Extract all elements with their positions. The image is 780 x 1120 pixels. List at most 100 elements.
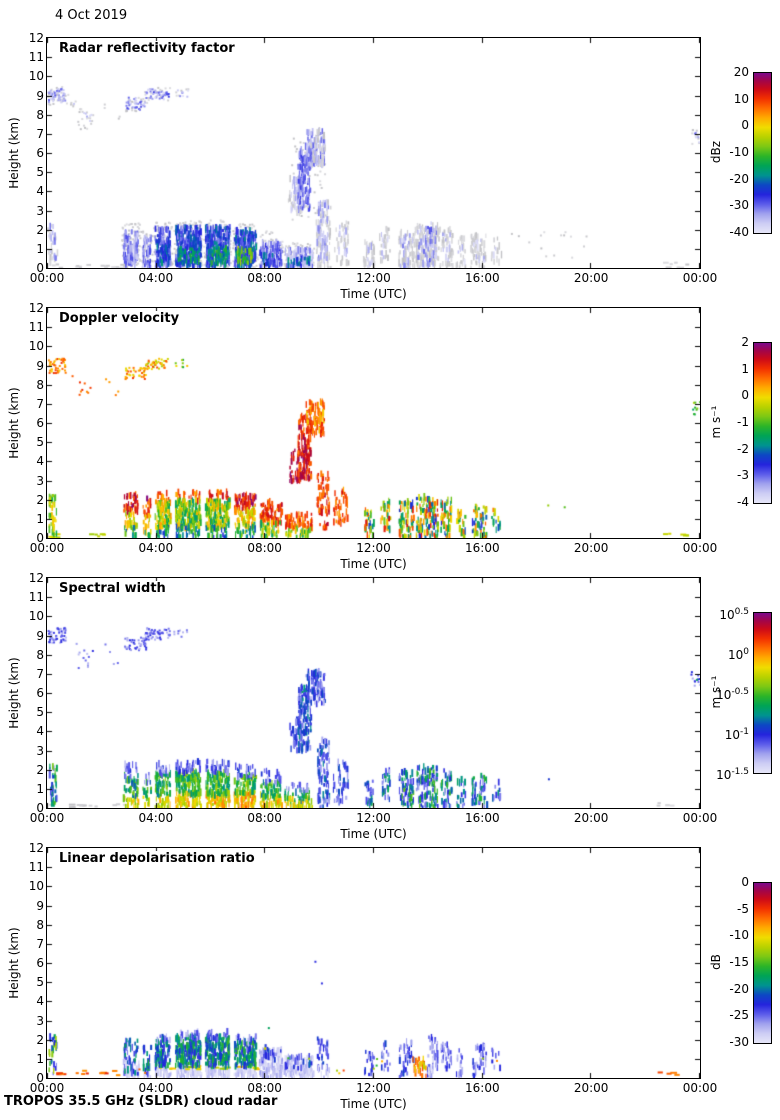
y-tick-label: 10	[28, 69, 44, 84]
y-tick-label: 11	[28, 860, 44, 875]
colorbar-gradient	[753, 612, 772, 774]
x-tick-label: 08:00	[247, 1081, 282, 1095]
reflectivity-heatmap-canvas	[47, 38, 700, 268]
ldr-heatmap-canvas	[47, 848, 700, 1078]
spectral-width-heatmap-canvas	[47, 578, 700, 808]
velocity-heatmap-canvas	[47, 308, 700, 538]
y-tick-label: 8	[36, 647, 44, 662]
y-tick-label: 1	[36, 781, 44, 796]
plot-area-velocity: Doppler velocity	[46, 307, 701, 539]
colorbar-tick-label: 20	[733, 65, 749, 79]
x-tick-label: 12:00	[356, 271, 391, 285]
y-tick-label: 4	[36, 454, 44, 469]
colorbar-tick-label: 2	[741, 335, 749, 349]
y-tick-label: 2	[36, 222, 44, 237]
y-axis-ticks: 0 1 2 3 4 5 6 7 8 9 10 11 12	[18, 841, 44, 1085]
panel-title-reflectivity: Radar reflectivity factor	[56, 41, 238, 56]
y-tick-label: 12	[28, 841, 44, 855]
x-axis-label: Time (UTC)	[340, 557, 407, 571]
colorbar-tick-label: -5	[737, 901, 749, 916]
y-tick-label: 2	[36, 1032, 44, 1047]
x-tick-label: 12:00	[356, 811, 391, 825]
y-tick-label: 4	[36, 724, 44, 739]
panel-title-spectral-width: Spectral width	[56, 581, 169, 596]
colorbar-tick-label: 0	[741, 875, 749, 889]
colorbar-gradient	[753, 882, 772, 1044]
x-tick-label: 00:00	[29, 811, 65, 825]
instrument-caption: TROPOS 35.5 GHz (SLDR) cloud radar	[4, 1094, 278, 1109]
colorbar-tick-label: -25	[729, 1008, 749, 1023]
panel-radar-reflectivity-factor: Height (km) 0 1 2 3 4 5 6 7 8 9 10 11 12 Radar refle…	[0, 31, 780, 338]
y-tick-label: 11	[28, 590, 44, 605]
panel-linear-depolarisation-ratio: Height (km) 0 1 2 3 4 5 6 7 8 9 10 11 12 Linear depo…	[0, 841, 780, 1120]
colorbar-tick-label: 10-1	[724, 727, 749, 742]
y-tick-label: 0	[36, 261, 44, 275]
date-label: 4 Oct 2019	[55, 8, 128, 23]
colorbar-tick-label: 100.5	[719, 607, 749, 622]
x-tick-label: 00:00	[29, 271, 65, 285]
colorbar-tick-label: -10	[729, 928, 749, 943]
colorbar-tick-label: -1	[737, 415, 749, 429]
x-tick-label: 00:00	[29, 541, 65, 555]
x-tick-label: 12:00	[356, 1081, 391, 1095]
colorbar-tick-label: -40	[729, 225, 749, 239]
y-tick-label: 9	[36, 628, 44, 643]
y-tick-label: 6	[36, 146, 44, 160]
colorbar-tick-label: -30	[729, 1035, 749, 1049]
colorbar-tick-label: -10	[729, 145, 749, 159]
y-tick-label: 5	[36, 705, 44, 720]
y-tick-label: 2	[36, 762, 44, 777]
colorbar-spectral-width: m s⁻¹ 100.5 100 10-0.5 10-1 10-1.5	[700, 607, 776, 782]
y-tick-label: 7	[36, 666, 44, 681]
y-tick-label: 12	[28, 31, 44, 45]
colorbar-tick-label: 10-1.5	[716, 767, 749, 782]
x-axis-ticks: 00:00 04:00 08:00 12:00 16:00 20:00 00:00	[30, 1081, 718, 1095]
y-axis-ticks: 0 1 2 3 4 5 6 7 8 9 10 11 12	[18, 301, 44, 545]
y-tick-label: 0	[36, 801, 44, 815]
y-tick-label: 0	[36, 1071, 44, 1085]
y-axis-ticks: 0 1 2 3 4 5 6 7 8 9 10 11 12	[18, 571, 44, 815]
y-tick-label: 11	[28, 50, 44, 65]
x-axis-label: Time (UTC)	[340, 287, 407, 301]
x-tick-label: 16:00	[465, 1081, 500, 1095]
y-tick-label: 8	[36, 377, 44, 392]
panel-title-velocity: Doppler velocity	[56, 311, 183, 326]
colorbar-tick-label: 10-0.5	[716, 687, 749, 702]
y-tick-label: 10	[28, 879, 44, 894]
y-tick-label: 7	[36, 126, 44, 141]
x-tick-label: 04:00	[138, 1081, 174, 1095]
y-tick-label: 6	[36, 416, 44, 430]
y-tick-label: 6	[36, 956, 44, 970]
colorbar-gradient	[753, 72, 772, 234]
x-tick-label: 04:00	[138, 541, 174, 555]
x-tick-label: 16:00	[465, 811, 500, 825]
x-tick-label: 00:00	[682, 1081, 718, 1095]
y-tick-label: 10	[28, 339, 44, 354]
y-tick-label: 7	[36, 936, 44, 951]
y-tick-label: 7	[36, 396, 44, 411]
x-tick-label: 08:00	[247, 541, 282, 555]
x-tick-label: 20:00	[573, 811, 609, 825]
colorbar-tick-label: 1	[741, 361, 749, 376]
colorbar-ldr: dB 0 -5 -10 -15 -20 -25 -30	[700, 875, 776, 1049]
colorbar-tick-label: -2	[737, 441, 749, 456]
colorbar-tick-label: -15	[729, 955, 749, 969]
x-tick-label: 08:00	[247, 271, 282, 285]
y-tick-label: 4	[36, 994, 44, 1009]
panel-title-ldr: Linear depolarisation ratio	[56, 851, 258, 866]
colorbar-velocity: m s⁻¹ 2 1 0 -1 -2 -3 -4	[700, 335, 776, 509]
plot-area-reflectivity: Radar reflectivity factor	[46, 37, 701, 269]
colorbar-tick-label: 100	[727, 647, 749, 662]
panel-doppler-velocity: Height (km) 0 1 2 3 4 5 6 7 8 9 10 11 12 Doppler vel…	[0, 301, 780, 608]
y-tick-label: 3	[36, 1013, 44, 1028]
y-tick-label: 9	[36, 358, 44, 373]
y-tick-label: 2	[36, 492, 44, 507]
x-tick-label: 00:00	[682, 541, 718, 555]
x-tick-label: 00:00	[682, 271, 718, 285]
y-tick-label: 5	[36, 975, 44, 990]
x-tick-label: 04:00	[138, 271, 174, 285]
x-tick-label: 16:00	[465, 541, 500, 555]
y-tick-label: 5	[36, 165, 44, 180]
y-tick-label: 8	[36, 107, 44, 122]
